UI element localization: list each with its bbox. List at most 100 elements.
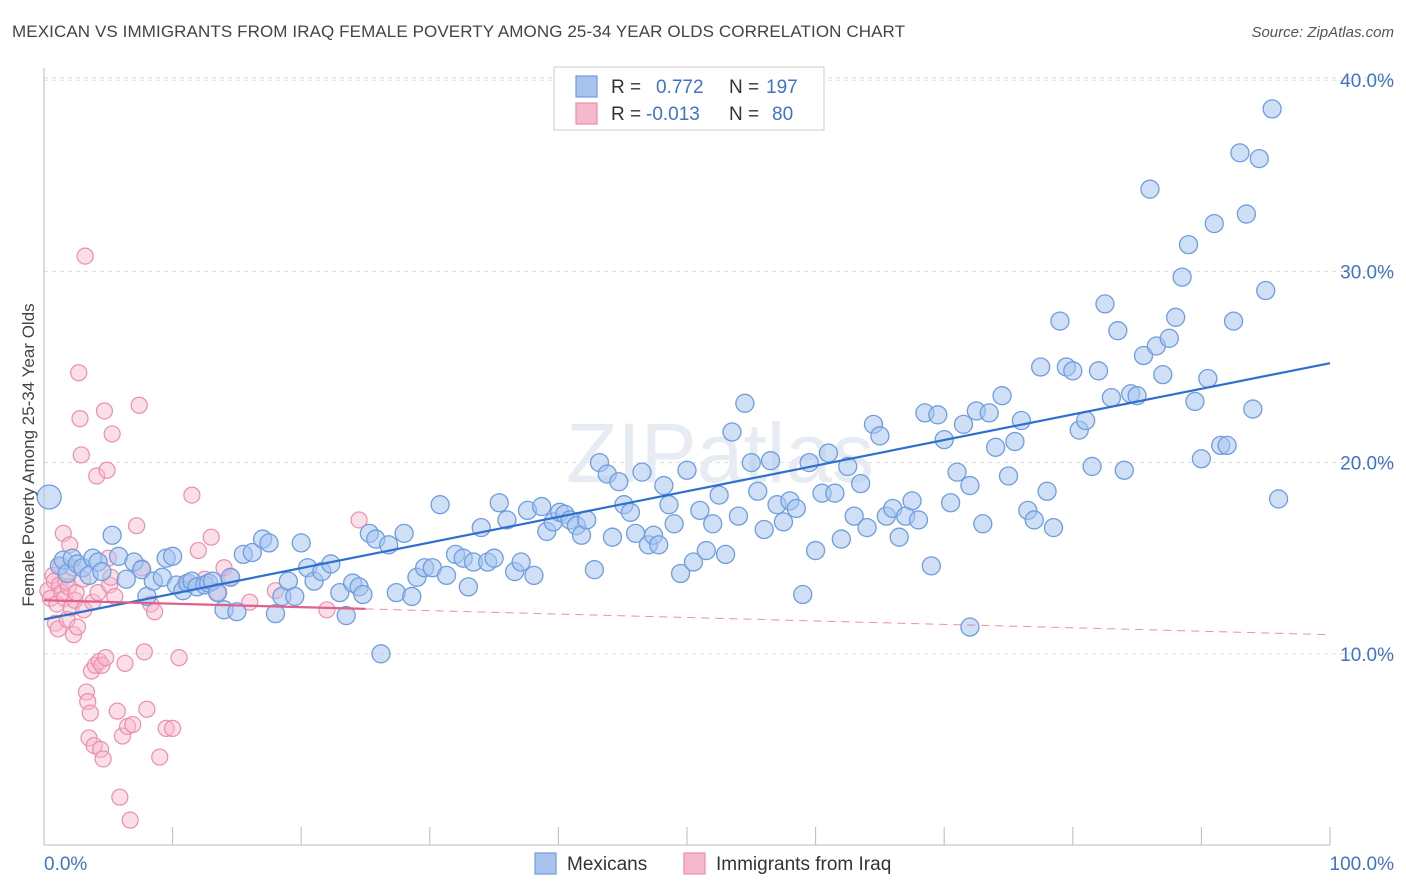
legend-n-label: N = [729, 104, 759, 125]
data-point-mexicans [889, 527, 909, 547]
data-point-mexicans [1268, 489, 1289, 509]
data-point-mexicans [960, 475, 980, 496]
data-point-mexicans [511, 552, 531, 572]
data-point-mexicans [436, 565, 457, 586]
y-tick-labels: 10.0% 20.0% 30.0% 40.0% [1340, 71, 1394, 666]
bottom-legend: Mexicans Immigrants from Iraq [534, 852, 891, 875]
series-immigrants-from-iraq [39, 247, 368, 829]
data-point-mexicans [36, 484, 62, 510]
data-point-mexicans [584, 560, 605, 580]
data-point-mexicans [754, 519, 774, 540]
data-point-mexicans [722, 422, 742, 442]
data-point-iraq [151, 748, 169, 766]
data-point-mexicans [649, 535, 669, 555]
data-point-mexicans [1256, 280, 1276, 301]
data-point-mexicans [818, 443, 839, 463]
data-point-mexicans [786, 498, 806, 519]
data-point-iraq [98, 461, 116, 479]
axes [43, 68, 1331, 846]
data-point-mexicans [1031, 357, 1051, 377]
data-point-mexicans [715, 544, 736, 565]
chart-source: Source: ZipAtlas.com [1251, 24, 1394, 41]
data-point-iraq [103, 425, 121, 443]
y-tick-label: 10.0% [1340, 645, 1394, 666]
data-point-iraq [81, 704, 99, 722]
grid-lines [44, 77, 1392, 655]
data-point-mexicans [998, 466, 1019, 486]
data-point-iraq [97, 649, 115, 667]
data-point-mexicans [1024, 510, 1044, 530]
trend-lines [43, 362, 1331, 636]
bottom-legend-label-iraq: Immigrants from Iraq [716, 854, 891, 875]
y-axis-label: Female Poverty Among 25-34 Year Olds [19, 303, 38, 606]
x-tick-label-max: 100.0% [1330, 854, 1395, 875]
data-point-mexicans [484, 548, 504, 568]
y-tick-label: 40.0% [1340, 71, 1394, 92]
trend-line-mexicans [43, 362, 1331, 621]
data-point-mexicans [1236, 204, 1257, 224]
legend-r-label: R = [611, 77, 641, 98]
data-point-mexicans [1191, 449, 1212, 469]
data-point-mexicans [1153, 364, 1173, 385]
data-point-mexicans [291, 533, 311, 553]
data-point-mexicans [654, 475, 674, 496]
bottom-legend-label-mexicans: Mexicans [567, 854, 647, 875]
legend: R = 0.772 N = 197 R = -0.013 N = 80 [553, 66, 825, 131]
legend-r-value: 0.772 [656, 77, 704, 98]
data-point-mexicans [1082, 456, 1102, 477]
legend-swatch-mexicans [575, 75, 598, 98]
data-point-iraq [183, 486, 201, 504]
data-point-mexicans [690, 500, 710, 521]
data-point-iraq [350, 511, 368, 529]
data-point-iraq [124, 715, 142, 734]
data-point-iraq [76, 247, 94, 265]
data-point-mexicans [793, 584, 813, 605]
data-point-iraq [164, 719, 182, 737]
data-point-iraq [68, 618, 87, 636]
data-point-mexicans [1230, 143, 1250, 163]
data-point-mexicans [709, 485, 729, 505]
data-point-mexicans [664, 514, 684, 534]
data-point-mexicans [497, 510, 517, 530]
data-point-mexicans [1204, 213, 1224, 234]
data-point-iraq [135, 643, 153, 661]
data-point-mexicans [831, 529, 851, 549]
data-point-mexicans [1249, 148, 1269, 169]
data-point-mexicans [162, 546, 183, 566]
data-point-mexicans [285, 586, 305, 607]
data-point-mexicans [1185, 391, 1205, 412]
data-point-mexicans [696, 540, 716, 561]
data-point-iraq [189, 541, 207, 560]
data-point-mexicans [748, 481, 768, 501]
data-point-iraq [94, 750, 112, 768]
data-point-mexicans [102, 525, 122, 545]
data-point-mexicans [670, 563, 691, 584]
data-point-mexicans [973, 514, 993, 534]
data-point-mexicans [1166, 307, 1186, 327]
data-point-mexicans [728, 506, 749, 526]
data-point-iraq [121, 811, 139, 829]
data-point-mexicans [908, 510, 929, 530]
data-point-iraq [116, 654, 134, 672]
data-point-mexicans [870, 426, 890, 446]
data-point-mexicans [947, 462, 967, 482]
data-point-mexicans [227, 602, 247, 622]
legend-swatch-iraq [575, 102, 598, 125]
data-point-mexicans [371, 644, 391, 664]
data-point-iraq [127, 517, 146, 535]
data-point-iraq [108, 702, 126, 720]
data-point-mexicans [394, 523, 414, 543]
data-point-mexicans [979, 403, 999, 423]
legend-n-value: 80 [772, 104, 793, 125]
data-point-mexicans [609, 472, 629, 492]
bottom-legend-swatch-mexicans [534, 852, 557, 875]
data-point-iraq [88, 467, 106, 485]
trend-line-iraq-extension [365, 608, 1331, 636]
data-point-mexicans [1076, 410, 1096, 431]
data-point-iraq [170, 649, 188, 667]
data-point-mexicans [902, 491, 922, 511]
data-point-iraq [91, 740, 110, 759]
data-point-mexicans [677, 460, 697, 480]
data-point-mexicans [1108, 321, 1128, 341]
